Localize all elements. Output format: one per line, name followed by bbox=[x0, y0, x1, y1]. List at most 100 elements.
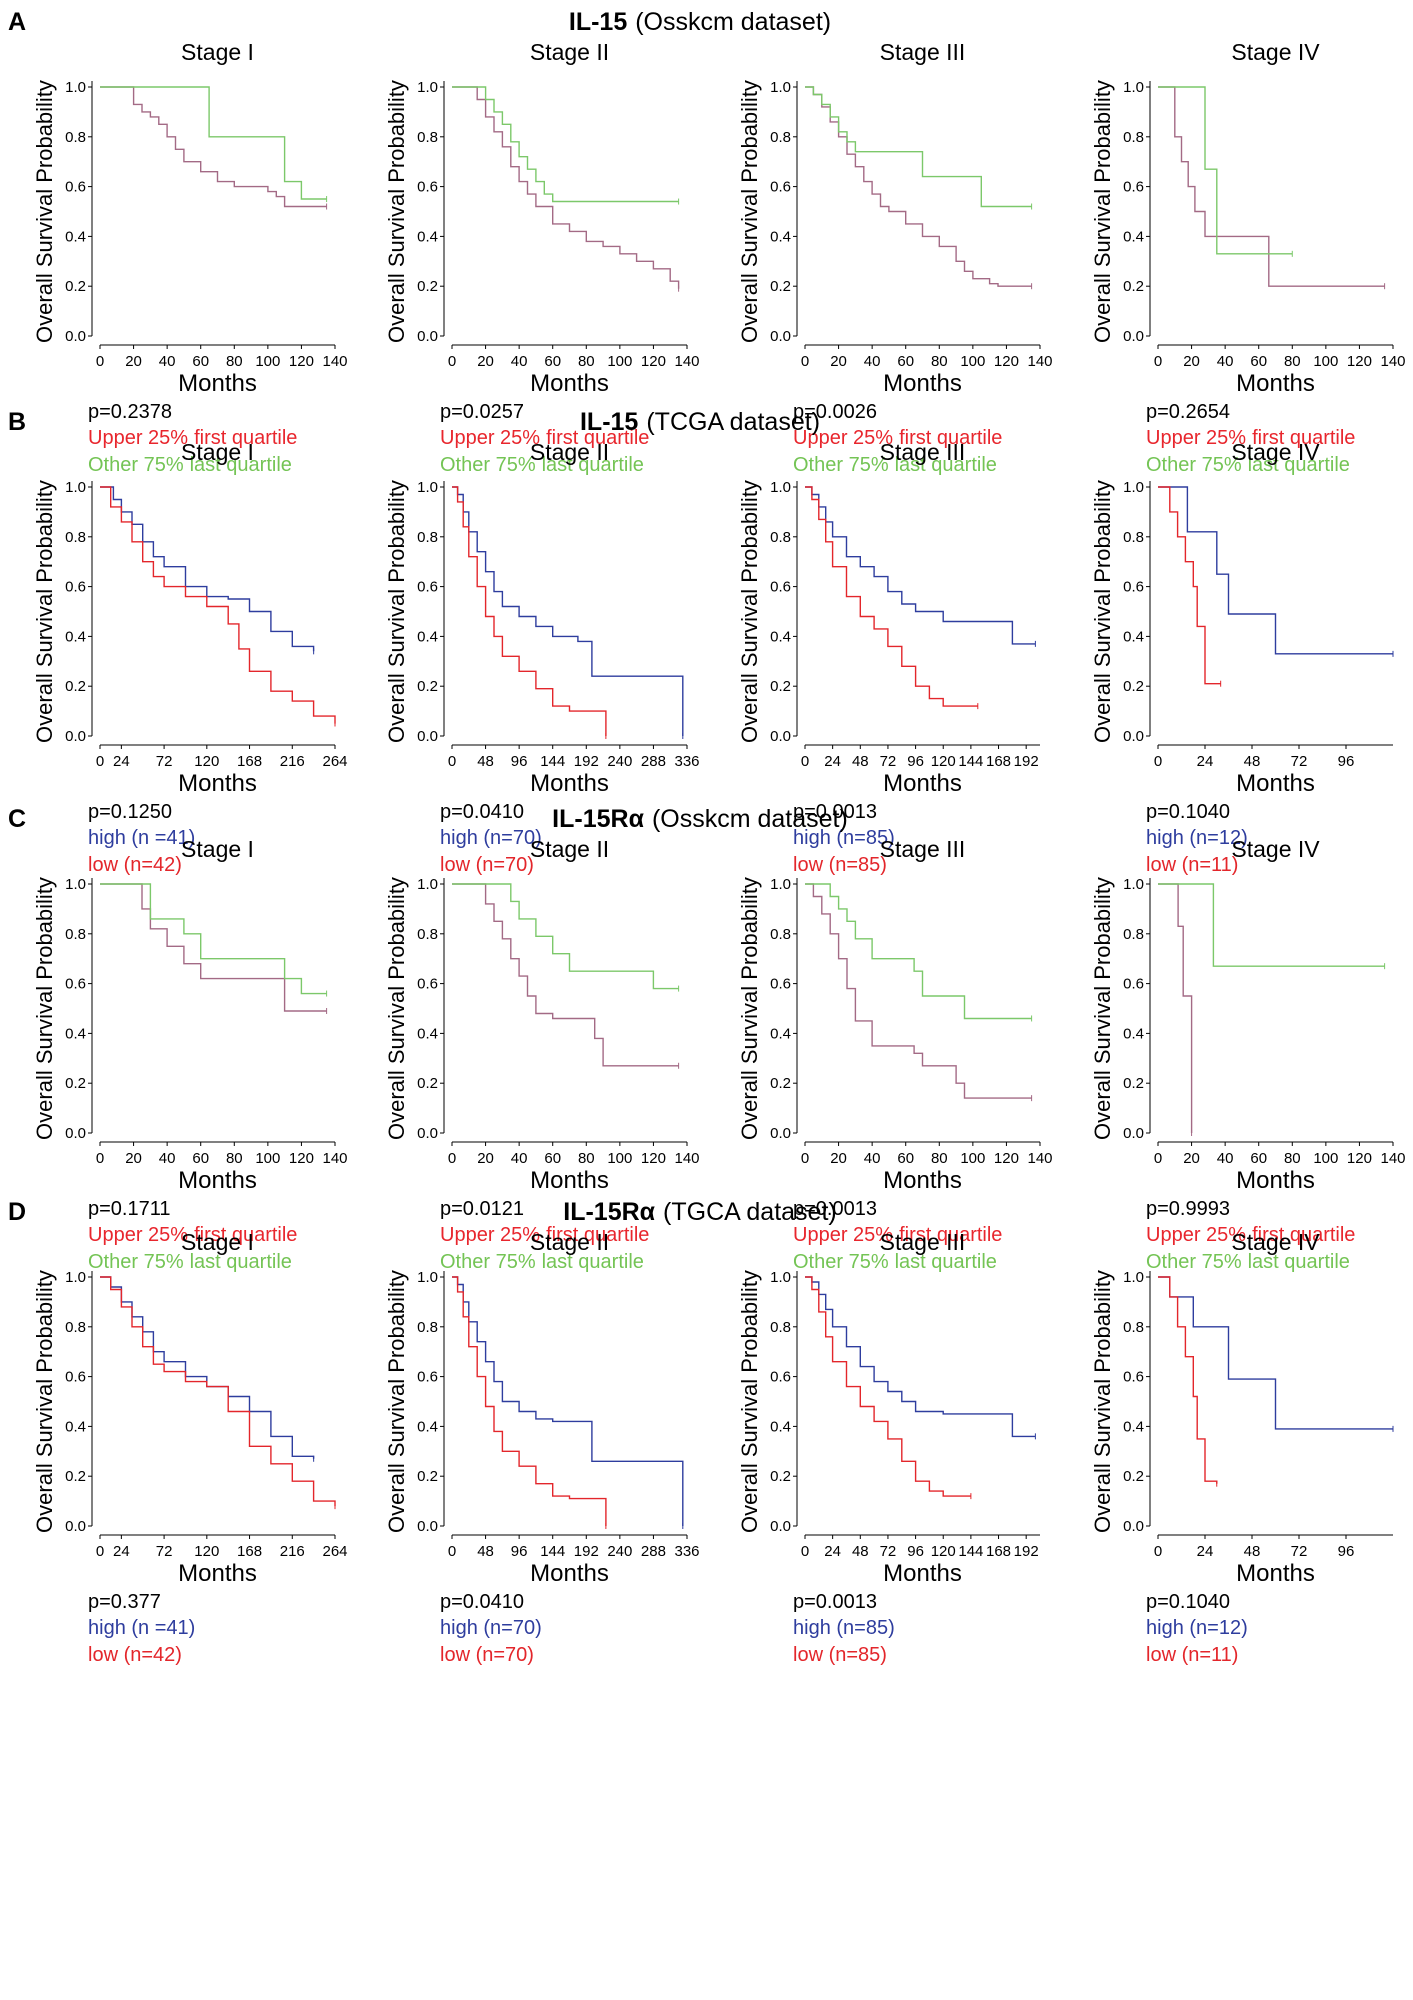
legend-entry: low (n=85) bbox=[793, 1644, 887, 1666]
survival-curve-low bbox=[1158, 486, 1221, 685]
row-title-gene: IL-15Rα bbox=[563, 1198, 655, 1226]
legend-entry: low (n=11) bbox=[1146, 854, 1238, 876]
legend-entry: Upper 25% first quartile bbox=[88, 427, 297, 449]
y-tick-label: 0.4 bbox=[770, 1025, 791, 1042]
x-tick-label: 120 bbox=[289, 353, 314, 370]
y-axis-label: Overall Survival Probability bbox=[384, 80, 409, 343]
y-axis-label: Overall Survival Probability bbox=[737, 480, 762, 743]
x-tick-label: 60 bbox=[897, 1150, 914, 1167]
y-tick-label: 0.8 bbox=[65, 529, 86, 546]
legend-group-label: Other 75% bbox=[793, 454, 889, 476]
y-tick-label: 0.2 bbox=[65, 278, 86, 295]
survival-curve-upper bbox=[452, 883, 679, 1067]
row-title-gene: IL-15Rα bbox=[552, 805, 644, 833]
y-tick-label: 0.6 bbox=[770, 579, 791, 596]
legend-group-label: low (n=42) bbox=[88, 854, 182, 876]
legend-group-label: Other 75% bbox=[1146, 454, 1242, 476]
y-tick-label: 0.4 bbox=[65, 1418, 86, 1435]
legend-quartile-label: first quartile bbox=[546, 427, 649, 449]
x-tick-label: 264 bbox=[322, 753, 347, 770]
x-tick-label: 168 bbox=[237, 1543, 262, 1560]
y-tick-label: 0.4 bbox=[417, 628, 438, 645]
y-tick-label: 1.0 bbox=[1123, 1269, 1144, 1286]
legend-entry: low (n=85) bbox=[793, 854, 887, 876]
x-tick-label: 48 bbox=[477, 1543, 494, 1560]
x-tick-label: 240 bbox=[607, 753, 632, 770]
legend-quartile-label: first quartile bbox=[194, 427, 297, 449]
survival-curve-upper bbox=[1158, 86, 1385, 287]
legend-group-label: Other 75% bbox=[793, 1251, 889, 1273]
y-tick-label: 0.2 bbox=[770, 1468, 791, 1485]
x-tick-label: 96 bbox=[1338, 753, 1355, 770]
y-tick-label: 1.0 bbox=[770, 876, 791, 893]
survival-curve-high bbox=[805, 486, 1036, 645]
x-tick-label: 192 bbox=[1014, 1543, 1039, 1560]
y-tick-label: 0.6 bbox=[1123, 976, 1144, 993]
x-tick-label: 120 bbox=[1347, 353, 1372, 370]
legend-quartile-label: first quartile bbox=[546, 1224, 649, 1246]
legend-entry: Upper 25% first quartile bbox=[793, 1224, 1002, 1246]
y-tick-label: 0.8 bbox=[65, 1319, 86, 1336]
x-tick-label: 20 bbox=[125, 353, 142, 370]
x-tick-label: 48 bbox=[1244, 1543, 1261, 1560]
survival-curve-low bbox=[452, 1276, 607, 1526]
x-tick-label: 0 bbox=[448, 353, 456, 370]
legend-entry: Other 75% last quartile bbox=[440, 454, 644, 476]
y-tick-label: 0.0 bbox=[417, 1518, 438, 1535]
legend-group-label: high (n=85) bbox=[793, 1617, 895, 1639]
y-axis-label: Overall Survival Probability bbox=[384, 1270, 409, 1533]
x-tick-label: 48 bbox=[852, 753, 869, 770]
x-axis-label: Months bbox=[883, 770, 962, 797]
row-title-dataset: (Osskcm dataset) bbox=[635, 8, 831, 36]
y-tick-label: 0.6 bbox=[65, 579, 86, 596]
x-tick-label: 96 bbox=[511, 753, 528, 770]
legend-quartile-label: last quartile bbox=[190, 1251, 292, 1273]
legend-quartile-label: first quartile bbox=[1252, 427, 1355, 449]
row-title-dataset: (Osskcm dataset) bbox=[652, 805, 848, 833]
x-tick-label: 120 bbox=[289, 1150, 314, 1167]
stage-title: Stage III bbox=[880, 1229, 966, 1255]
x-tick-label: 40 bbox=[159, 1150, 176, 1167]
x-tick-label: 192 bbox=[574, 753, 599, 770]
legend-entry: Upper 25% first quartile bbox=[793, 427, 1002, 449]
legend-entry: high (n=12) bbox=[1146, 827, 1248, 849]
legend-group-label: Upper 25% bbox=[793, 1224, 893, 1246]
chart-B2: Stage II Overall Survival Probability 0.0 0… bbox=[384, 439, 700, 876]
row-title: IL-15 (TCGA dataset) bbox=[580, 408, 820, 436]
x-tick-label: 240 bbox=[607, 1543, 632, 1560]
x-tick-label: 120 bbox=[641, 1150, 666, 1167]
x-axis-label: Months bbox=[1236, 1560, 1315, 1587]
x-tick-label: 72 bbox=[880, 753, 897, 770]
survival-curve-other bbox=[1158, 883, 1385, 967]
y-tick-label: 0.2 bbox=[770, 678, 791, 695]
legend-group-label: Other 75% bbox=[1146, 1251, 1242, 1273]
legend-entry: Other 75% last quartile bbox=[793, 454, 997, 476]
y-tick-label: 0.0 bbox=[770, 1518, 791, 1535]
y-tick-label: 0.8 bbox=[417, 129, 438, 146]
stage-title: Stage IV bbox=[1231, 39, 1320, 65]
legend-group-label: Upper 25% bbox=[88, 427, 188, 449]
y-tick-label: 0.0 bbox=[65, 728, 86, 745]
legend-quartile-label: last quartile bbox=[895, 1251, 997, 1273]
survival-curve-upper bbox=[805, 883, 1032, 1099]
p-value: p=0.0013 bbox=[793, 1591, 877, 1613]
x-tick-label: 60 bbox=[192, 353, 209, 370]
x-tick-label: 80 bbox=[226, 1150, 243, 1167]
chart-C3: Stage III Overall Survival Probability 0.0… bbox=[737, 836, 1053, 1273]
survival-curve-upper bbox=[100, 883, 327, 1012]
survival-curve-other bbox=[805, 883, 1032, 1020]
x-axis-label: Months bbox=[883, 1167, 962, 1194]
legend-group-label: low (n=11) bbox=[1146, 1644, 1238, 1666]
stage-title: Stage I bbox=[181, 836, 254, 862]
x-axis-label: Months bbox=[530, 370, 609, 397]
y-axis-label: Overall Survival Probability bbox=[737, 80, 762, 343]
legend-entry: Other 75% last quartile bbox=[88, 1251, 292, 1273]
y-axis-label: Overall Survival Probability bbox=[737, 1270, 762, 1533]
survival-curve-other bbox=[100, 883, 327, 995]
x-tick-label: 60 bbox=[897, 353, 914, 370]
y-tick-label: 1.0 bbox=[65, 79, 86, 96]
y-axis-label: Overall Survival Probability bbox=[384, 877, 409, 1140]
survival-curve-high bbox=[1158, 1276, 1393, 1430]
x-tick-label: 120 bbox=[994, 353, 1019, 370]
x-tick-label: 120 bbox=[641, 353, 666, 370]
